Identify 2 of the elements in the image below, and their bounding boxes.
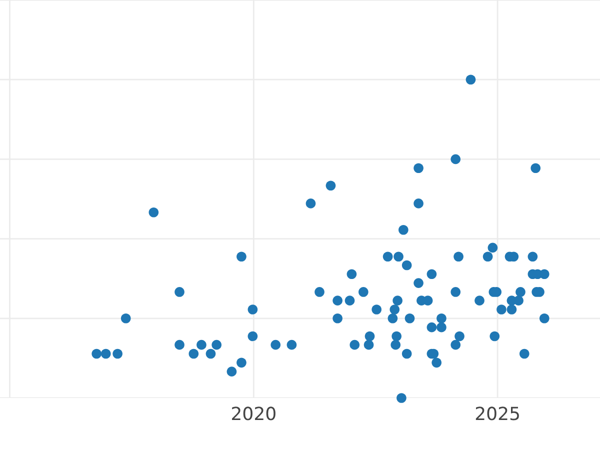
x-tick-label: 2020 — [232, 406, 276, 420]
x-tick-label: 2025 — [476, 406, 519, 420]
